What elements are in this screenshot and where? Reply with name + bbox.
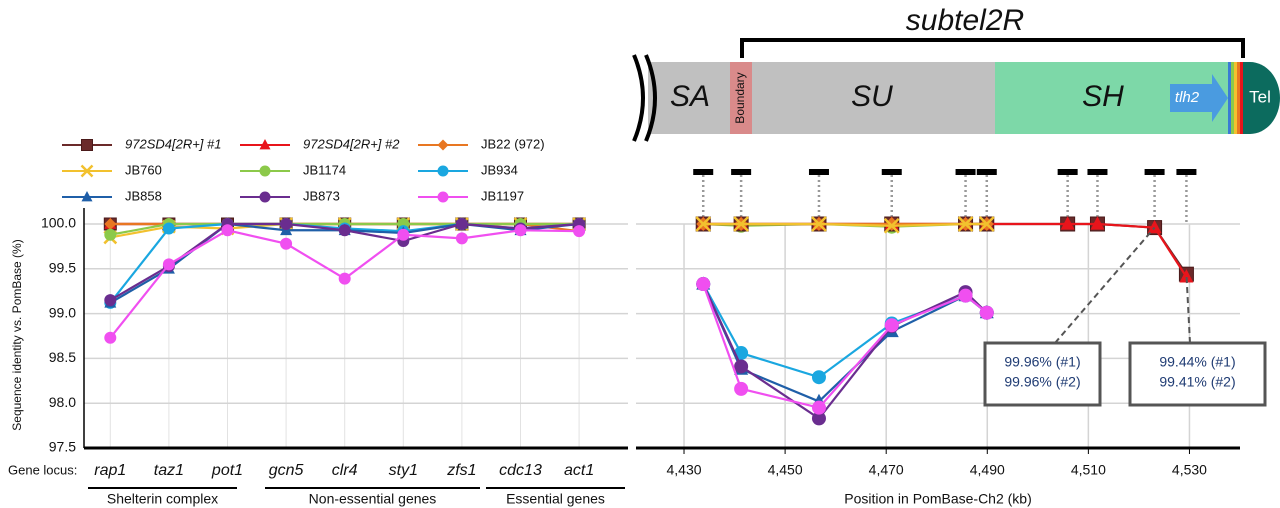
marker [280,218,292,230]
figure: subtel2R SA Boundary SU SH tlh2 Tel Sequ… [0,0,1280,508]
marker [82,140,93,151]
marker [438,166,449,177]
probe-bar [731,169,751,175]
region-label: tlh2 [1175,89,1200,106]
region-label: Tel [1249,87,1271,106]
legend-label: 972SD4[2R+] #1 [125,136,221,151]
x-tick-label: 4,470 [869,462,904,478]
legend-label: 972SD4[2R+] #2 [303,136,400,151]
group-label: Shelterin complex [107,491,218,507]
marker [980,306,994,320]
x-tick-label: zfs1 [446,462,476,479]
x-tick-label: 4,510 [1071,462,1106,478]
marker [812,401,826,415]
marker [573,225,585,237]
annotation-text: 99.96% (#2) [1004,374,1080,390]
annotation-text: 99.44% (#1) [1159,354,1235,370]
x-tick-label: 4,530 [1172,462,1207,478]
probe-bar [693,169,713,175]
marker [885,318,899,332]
chromosome-diagram: subtel2R SA Boundary SU SH tlh2 Tel [634,4,1280,141]
x-tick-label: cdc13 [499,462,542,479]
group-label: Essential genes [506,491,605,507]
marker [104,294,116,306]
probe-bar [977,169,997,175]
y-axis-label: Sequence identity vs. PomBase (%) [10,239,24,430]
marker [163,258,175,270]
marker [260,166,271,177]
x-tick-label: 4,430 [666,462,701,478]
legend-label: JB760 [125,162,162,177]
x-tick-label: sty1 [389,462,418,479]
probe-bar [809,169,829,175]
y-tick-label: 98.5 [49,349,76,365]
group-label: Non-essential genes [309,491,437,507]
y-tick-label: 100.0 [41,215,76,231]
y-tick-label: 99.5 [49,260,76,276]
x-axis-label: Gene locus: [8,462,77,477]
legend-label: JB1197 [481,188,524,203]
strip [1237,62,1240,134]
probe-bar [1058,169,1078,175]
break-mark [634,55,643,141]
probe-bar [956,169,976,175]
strip [1228,62,1231,134]
marker [339,224,351,236]
marker [280,238,292,250]
strip [1240,62,1243,134]
marker [456,218,468,230]
probe-bar [882,169,902,175]
marker [104,332,116,344]
marker [734,359,748,373]
annotation-leader [1055,228,1155,343]
marker [438,192,449,203]
x-axis-label: Position in PomBase-Ch2 (kb) [844,491,1032,507]
strip [1231,62,1234,134]
x-tick-label: gcn5 [269,462,304,479]
region-label: SH [1082,80,1124,113]
y-tick-label: 98.0 [49,394,76,410]
probe-bar [1176,169,1196,175]
diagram-title: subtel2R [906,4,1024,37]
region-label: SA [670,80,710,113]
marker [397,229,409,241]
marker [222,224,234,236]
x-tick-label: clr4 [332,462,358,479]
x-tick-label: rap1 [94,462,126,479]
probe-bar [1145,169,1165,175]
marker [515,224,527,236]
x-tick-label: 4,490 [970,462,1005,478]
marker [734,382,748,396]
legend-label: JB934 [481,162,518,177]
x-tick-label: taz1 [154,462,184,479]
legend-label: JB1174 [303,162,346,177]
marker [696,277,710,291]
legend-label: JB858 [125,188,162,203]
bracket [742,40,1243,58]
y-tick-label: 97.5 [49,439,76,455]
region-label: Boundary [733,72,747,123]
region-label: SU [851,80,893,113]
legend-label: JB22 (972) [481,136,545,151]
series-line [703,224,1186,274]
marker [260,192,271,203]
marker [812,370,826,384]
annotation-text: 99.96% (#1) [1004,354,1080,370]
marker [104,229,116,241]
marker [959,289,973,303]
y-tick-label: 99.0 [49,304,76,320]
marker [339,273,351,285]
strip [1234,62,1237,134]
marker [163,222,175,234]
x-tick-label: 4,450 [768,462,803,478]
annotation-text: 99.41% (#2) [1159,374,1235,390]
legend-label: JB873 [303,188,340,203]
x-tick-label: pot1 [211,462,243,479]
probe-bar [1087,169,1107,175]
marker [456,232,468,244]
x-tick-label: act1 [564,462,594,479]
marker [438,140,449,151]
